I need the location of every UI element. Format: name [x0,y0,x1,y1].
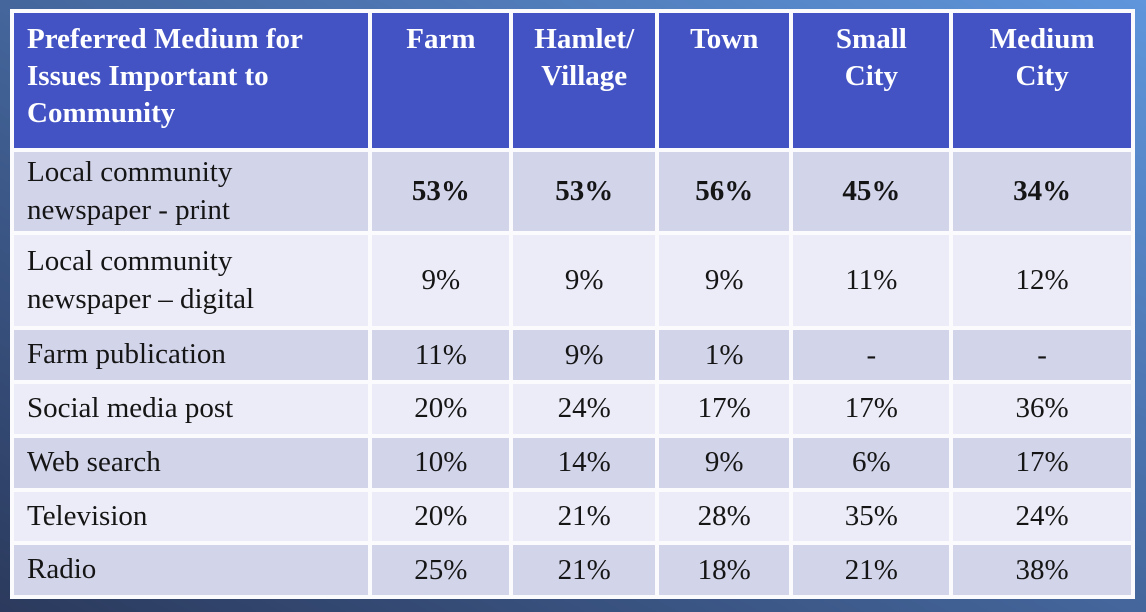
table-row-radio: Radio 25% 21% 18% 21% 38% [14,545,1131,595]
value-cell: 9% [372,235,510,327]
table-row-newspaper-print: Local community newspaper - print 53% 53… [14,152,1131,232]
column-header-medium-city: Medium City [953,13,1131,148]
value-cell: 25% [372,545,510,595]
value-cell: 28% [658,491,790,542]
column-header-farm: Farm [372,13,510,148]
table-title: Preferred Medium for Issues Important to… [14,13,369,148]
table-row-social-media: Social media post 20% 24% 17% 17% 36% [14,384,1131,434]
value-cell: 11% [793,235,950,327]
value-cell: 9% [513,330,655,381]
value-cell: - [953,330,1131,381]
row-label: Local community newspaper – digital [14,235,369,327]
data-table: Preferred Medium for Issues Important to… [10,9,1135,599]
table-row-newspaper-digital: Local community newspaper – digital 9% 9… [14,235,1131,327]
value-cell: 14% [513,437,655,488]
row-label: Farm publication [14,330,369,381]
column-header-town: Town [658,13,790,148]
table-row-farm-publication: Farm publication 11% 9% 1% - - [14,330,1131,381]
value-cell: 17% [953,437,1131,488]
value-cell: 18% [658,545,790,595]
row-label: Web search [14,437,369,488]
header-row: Preferred Medium for Issues Important to… [14,13,1131,148]
value-cell: 6% [793,437,950,488]
value-cell: 56% [658,152,790,232]
row-label: Television [14,491,369,542]
value-cell: 36% [953,384,1131,434]
value-cell: 34% [953,152,1131,232]
row-label: Local community newspaper - print [14,152,369,232]
value-cell: 17% [658,384,790,434]
table-title-text: Preferred Medium for Issues Important to… [27,23,303,130]
row-label: Radio [14,545,369,595]
value-cell: 21% [513,545,655,595]
value-cell: 38% [953,545,1131,595]
value-cell: 21% [793,545,950,595]
table-row-web-search: Web search 10% 14% 9% 6% 17% [14,437,1131,488]
value-cell: 9% [513,235,655,327]
value-cell: 1% [658,330,790,381]
value-cell: 20% [372,491,510,542]
value-cell: 24% [953,491,1131,542]
value-cell: 53% [513,152,655,232]
value-cell: 17% [793,384,950,434]
value-cell: 12% [953,235,1131,327]
value-cell: - [793,330,950,381]
column-header-hamlet-village: Hamlet/ Village [513,13,655,148]
value-cell: 53% [372,152,510,232]
value-cell: 21% [513,491,655,542]
value-cell: 10% [372,437,510,488]
value-cell: 11% [372,330,510,381]
value-cell: 9% [658,235,790,327]
value-cell: 24% [513,384,655,434]
value-cell: 9% [658,437,790,488]
value-cell: 20% [372,384,510,434]
column-header-small-city: Small City [793,13,950,148]
value-cell: 45% [793,152,950,232]
row-label: Social media post [14,384,369,434]
value-cell: 35% [793,491,950,542]
preferred-medium-table: Preferred Medium for Issues Important to… [10,9,1135,599]
table-row-television: Television 20% 21% 28% 35% 24% [14,491,1131,542]
